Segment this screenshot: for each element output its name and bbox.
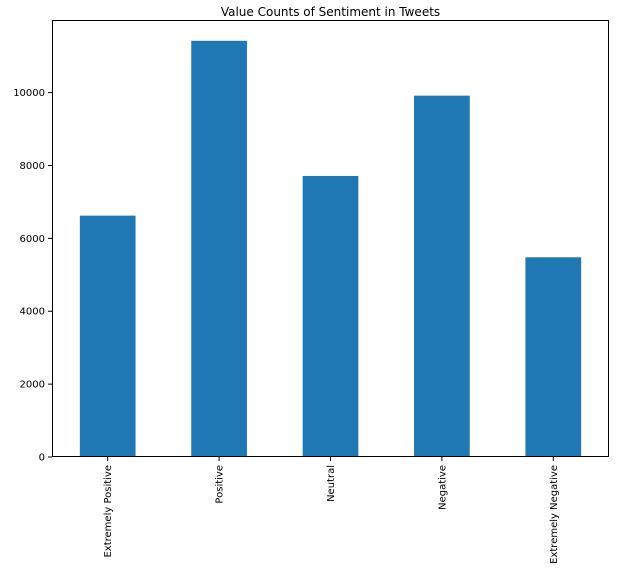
y-tick-label: 2000 xyxy=(20,380,45,391)
y-tick-label: 4000 xyxy=(20,307,45,318)
x-tick-label: Neutral xyxy=(326,465,337,502)
bar-neutral xyxy=(302,175,359,458)
y-tick-label: 8000 xyxy=(20,161,45,172)
x-tick-label: Extremely Positive xyxy=(103,465,114,558)
bar-negative xyxy=(414,95,470,457)
y-tick-label: 0 xyxy=(39,453,45,464)
y-tick-label: 6000 xyxy=(20,234,45,245)
x-tick-label: Positive xyxy=(215,465,226,504)
x-axis: Extremely Positive Positive Neutral Negativ… xyxy=(103,457,560,564)
x-tick-label: Extremely Negative xyxy=(549,465,560,564)
bars-layer xyxy=(79,40,582,458)
chart-title: Value Counts of Sentiment in Tweets xyxy=(221,5,440,19)
bar-extremely-negative xyxy=(525,257,582,457)
plot-frame xyxy=(52,20,609,457)
y-axis: 0 2000 4000 6000 8000 10000 xyxy=(13,88,52,464)
bar-extremely-positive xyxy=(79,215,136,457)
y-tick-label: 10000 xyxy=(13,88,45,99)
x-tick-label: Negative xyxy=(437,465,448,510)
bar-positive xyxy=(191,40,247,457)
